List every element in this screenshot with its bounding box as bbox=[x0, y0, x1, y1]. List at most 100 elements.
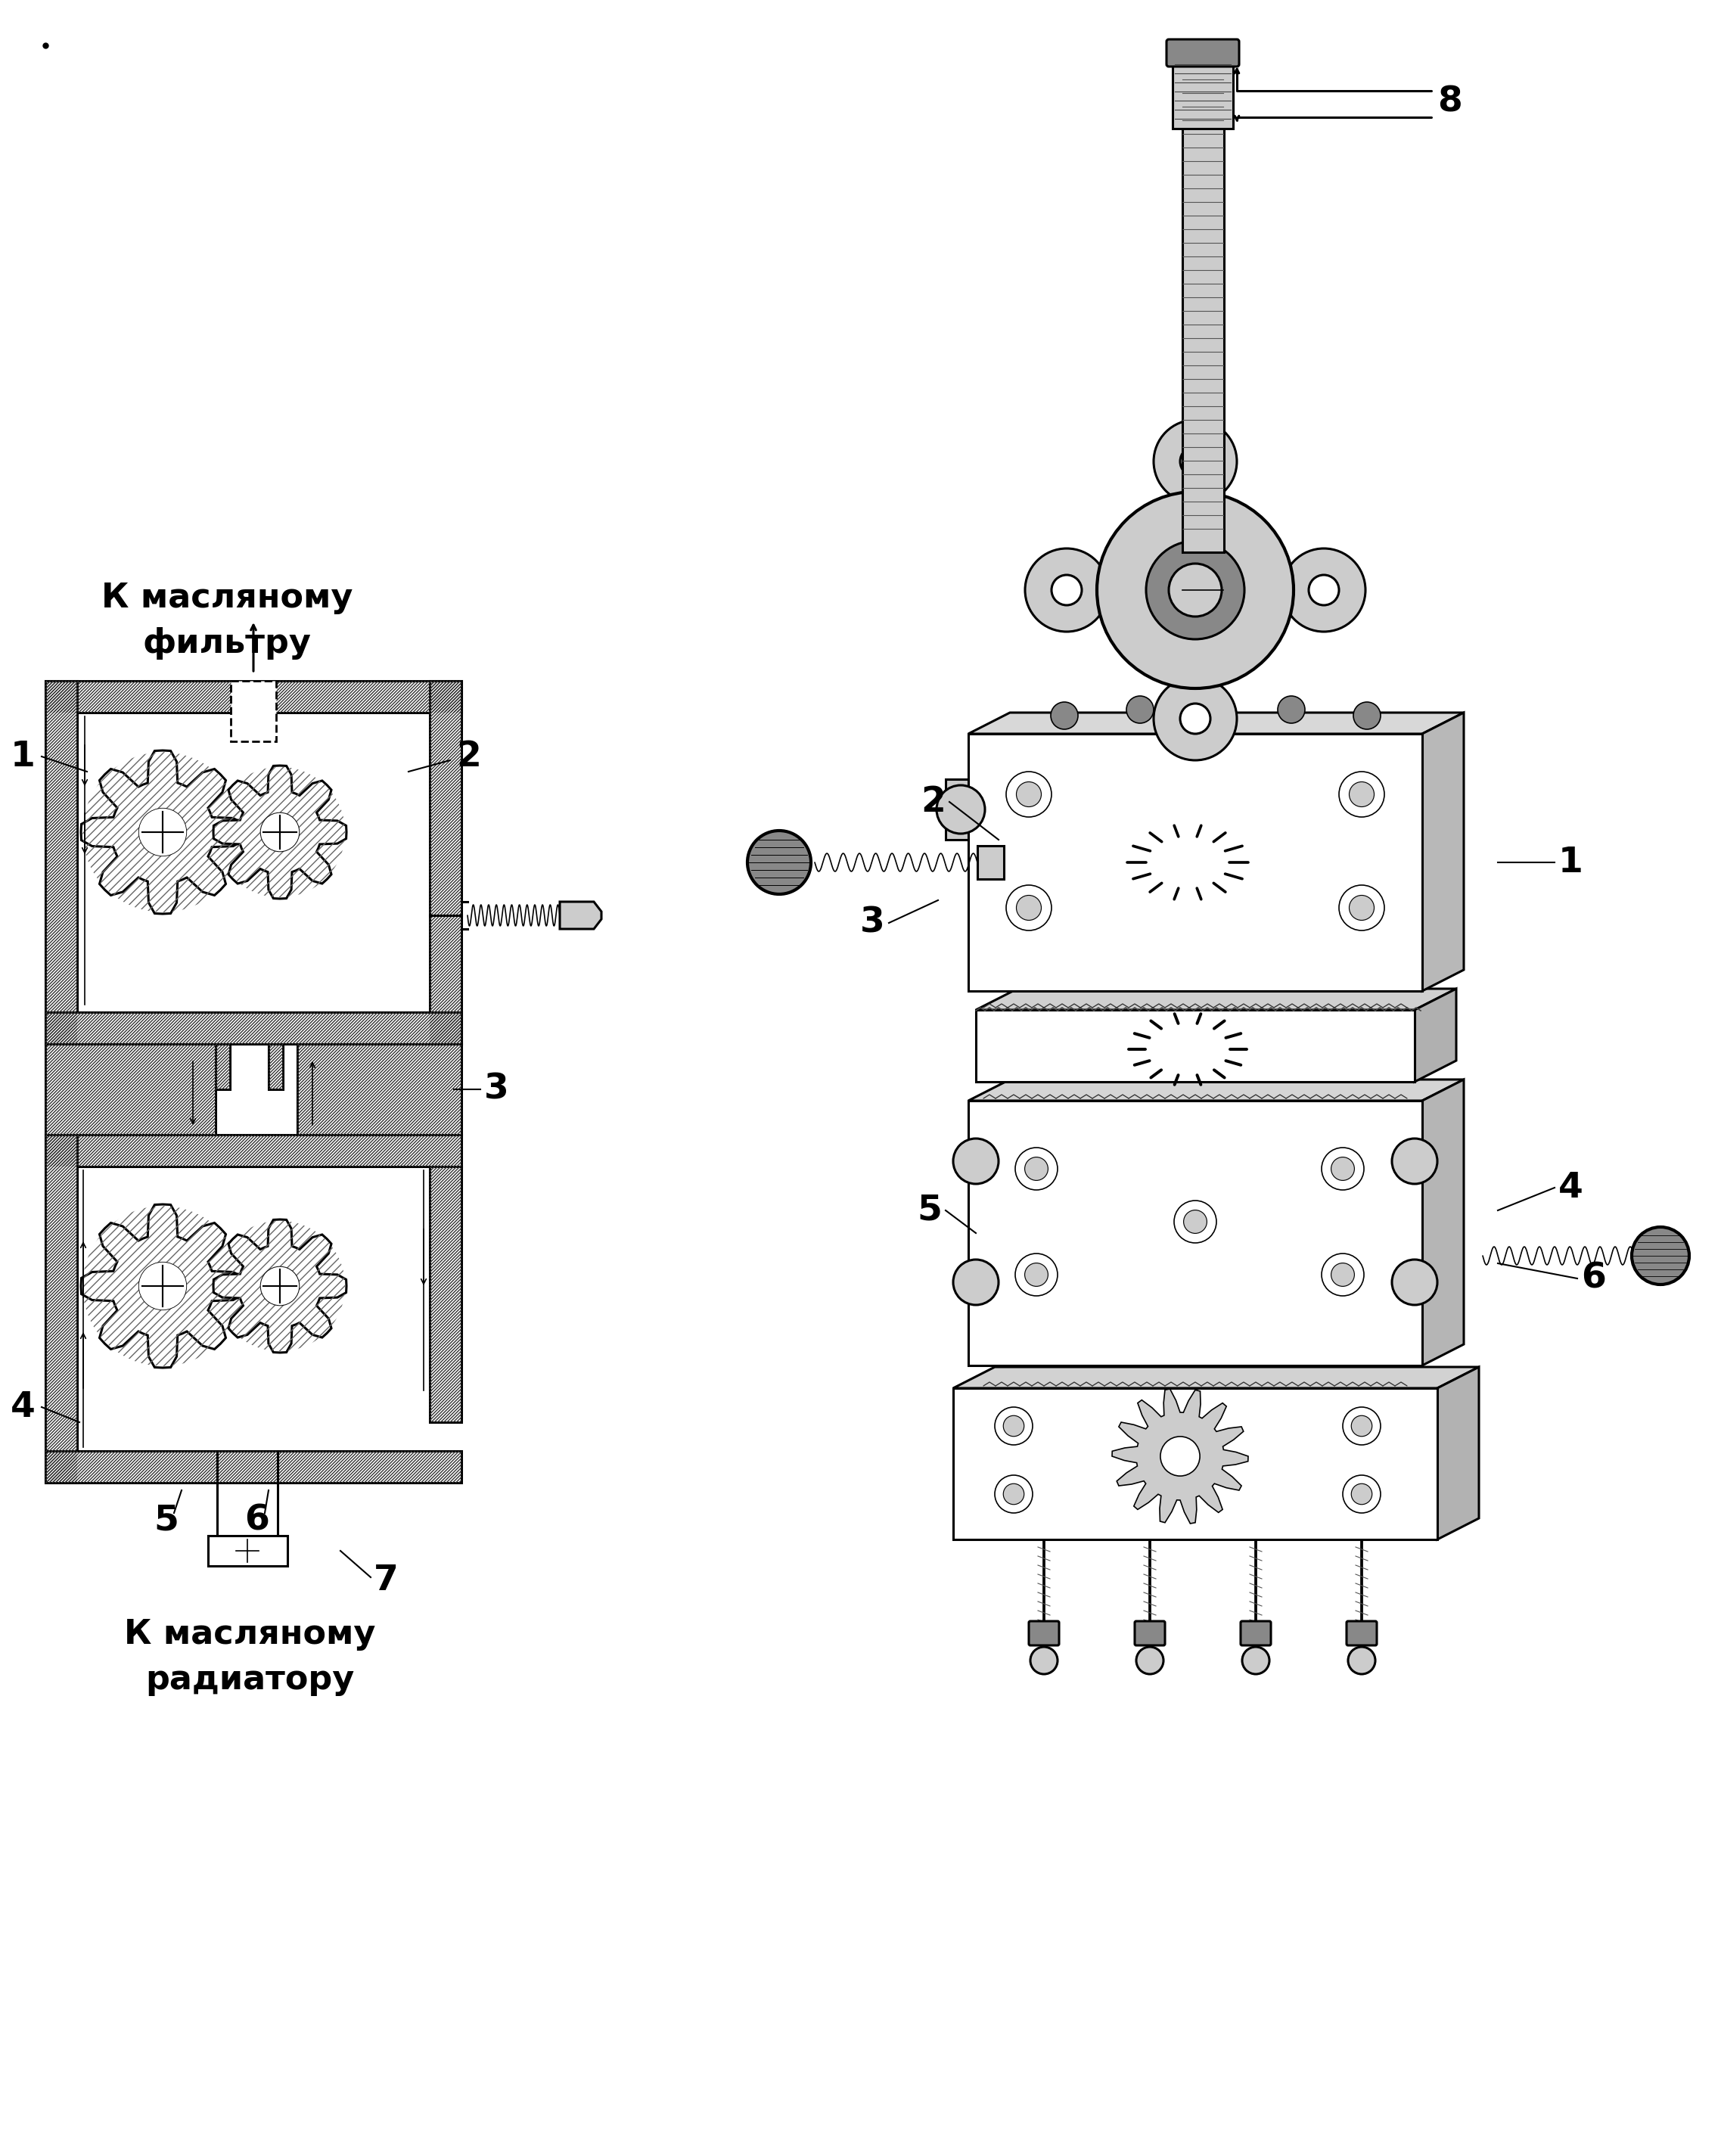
Bar bbox=[298, 1044, 461, 1134]
Circle shape bbox=[1127, 696, 1153, 722]
Bar bbox=[45, 681, 77, 1044]
Polygon shape bbox=[1112, 1388, 1248, 1524]
Text: К масляному: К масляному bbox=[124, 1617, 375, 1649]
FancyBboxPatch shape bbox=[1029, 1621, 1058, 1645]
Circle shape bbox=[1632, 1227, 1690, 1285]
Bar bbox=[976, 1009, 1415, 1082]
Circle shape bbox=[262, 1268, 299, 1304]
Text: фильтру: фильтру bbox=[143, 627, 312, 660]
Text: 4: 4 bbox=[1558, 1171, 1583, 1205]
Text: 3: 3 bbox=[860, 906, 885, 940]
Circle shape bbox=[1353, 703, 1380, 729]
Bar bbox=[45, 681, 461, 714]
Circle shape bbox=[262, 1268, 299, 1304]
Circle shape bbox=[1392, 1259, 1437, 1304]
Bar bbox=[969, 1102, 1422, 1365]
FancyBboxPatch shape bbox=[1134, 1621, 1165, 1645]
Bar bbox=[45, 1134, 77, 1483]
Circle shape bbox=[1169, 563, 1222, 617]
Bar bbox=[45, 1451, 461, 1483]
Polygon shape bbox=[1415, 990, 1456, 1082]
Circle shape bbox=[995, 1475, 1033, 1514]
Circle shape bbox=[1342, 1475, 1380, 1514]
Circle shape bbox=[1003, 1483, 1024, 1505]
Text: 4: 4 bbox=[10, 1391, 34, 1425]
Circle shape bbox=[1322, 1147, 1365, 1190]
Circle shape bbox=[139, 1263, 186, 1309]
Circle shape bbox=[1392, 1138, 1437, 1184]
Bar bbox=[953, 1388, 1437, 1539]
Circle shape bbox=[936, 785, 984, 834]
Circle shape bbox=[1007, 772, 1052, 817]
Circle shape bbox=[1330, 1263, 1354, 1287]
Circle shape bbox=[1243, 1647, 1270, 1673]
Circle shape bbox=[995, 1408, 1033, 1445]
Bar bbox=[45, 1134, 461, 1166]
Circle shape bbox=[1308, 576, 1339, 606]
Circle shape bbox=[1342, 1408, 1380, 1445]
Circle shape bbox=[1349, 783, 1373, 806]
Polygon shape bbox=[81, 750, 244, 914]
Polygon shape bbox=[953, 1367, 1478, 1388]
Circle shape bbox=[1181, 446, 1210, 476]
Polygon shape bbox=[1422, 1080, 1465, 1365]
Text: 2: 2 bbox=[456, 740, 482, 774]
Bar bbox=[1172, 60, 1232, 129]
Circle shape bbox=[139, 1263, 186, 1309]
Bar bbox=[215, 1044, 231, 1089]
Bar bbox=[298, 1044, 461, 1134]
Circle shape bbox=[1349, 895, 1373, 921]
Circle shape bbox=[953, 1138, 998, 1184]
Text: К масляному: К масляному bbox=[102, 582, 353, 614]
Circle shape bbox=[1181, 703, 1210, 733]
Circle shape bbox=[1015, 1253, 1058, 1296]
Circle shape bbox=[953, 1259, 998, 1304]
Text: 7: 7 bbox=[373, 1563, 398, 1598]
Circle shape bbox=[1322, 1253, 1365, 1296]
Circle shape bbox=[1160, 1436, 1200, 1477]
FancyBboxPatch shape bbox=[1167, 39, 1239, 67]
Circle shape bbox=[1052, 576, 1083, 606]
Text: 8: 8 bbox=[1437, 84, 1463, 119]
Bar bbox=[45, 1044, 215, 1134]
Circle shape bbox=[1007, 886, 1052, 931]
Circle shape bbox=[1339, 886, 1384, 931]
Polygon shape bbox=[213, 1220, 346, 1352]
Bar bbox=[45, 1134, 77, 1483]
Bar bbox=[45, 1044, 215, 1134]
Bar bbox=[969, 733, 1422, 992]
Polygon shape bbox=[1422, 714, 1465, 992]
Text: 5: 5 bbox=[917, 1194, 941, 1227]
Polygon shape bbox=[1437, 1367, 1478, 1539]
Circle shape bbox=[262, 813, 299, 852]
Bar bbox=[45, 681, 77, 1044]
Circle shape bbox=[1024, 1158, 1048, 1181]
Polygon shape bbox=[213, 765, 346, 899]
Bar bbox=[430, 1166, 461, 1423]
Circle shape bbox=[1136, 1647, 1163, 1673]
Circle shape bbox=[262, 813, 299, 852]
Bar bbox=[45, 1011, 461, 1044]
Circle shape bbox=[1277, 696, 1305, 722]
Circle shape bbox=[1015, 1147, 1058, 1190]
Bar bbox=[45, 1451, 461, 1483]
Circle shape bbox=[1017, 895, 1041, 921]
Circle shape bbox=[1339, 772, 1384, 817]
FancyBboxPatch shape bbox=[1241, 1621, 1270, 1645]
Circle shape bbox=[139, 808, 186, 856]
Bar bbox=[45, 1011, 461, 1044]
Circle shape bbox=[1052, 703, 1077, 729]
Bar bbox=[77, 714, 430, 1011]
Bar bbox=[1182, 69, 1224, 552]
Bar bbox=[231, 681, 275, 742]
Text: 2: 2 bbox=[921, 785, 945, 819]
Bar bbox=[208, 1535, 287, 1565]
Circle shape bbox=[1184, 1210, 1206, 1233]
Circle shape bbox=[1031, 1647, 1058, 1673]
Polygon shape bbox=[969, 1080, 1465, 1102]
Circle shape bbox=[1330, 1158, 1354, 1181]
Circle shape bbox=[139, 808, 186, 856]
Circle shape bbox=[1096, 492, 1294, 688]
Bar bbox=[430, 681, 461, 1044]
Circle shape bbox=[1351, 1416, 1372, 1436]
